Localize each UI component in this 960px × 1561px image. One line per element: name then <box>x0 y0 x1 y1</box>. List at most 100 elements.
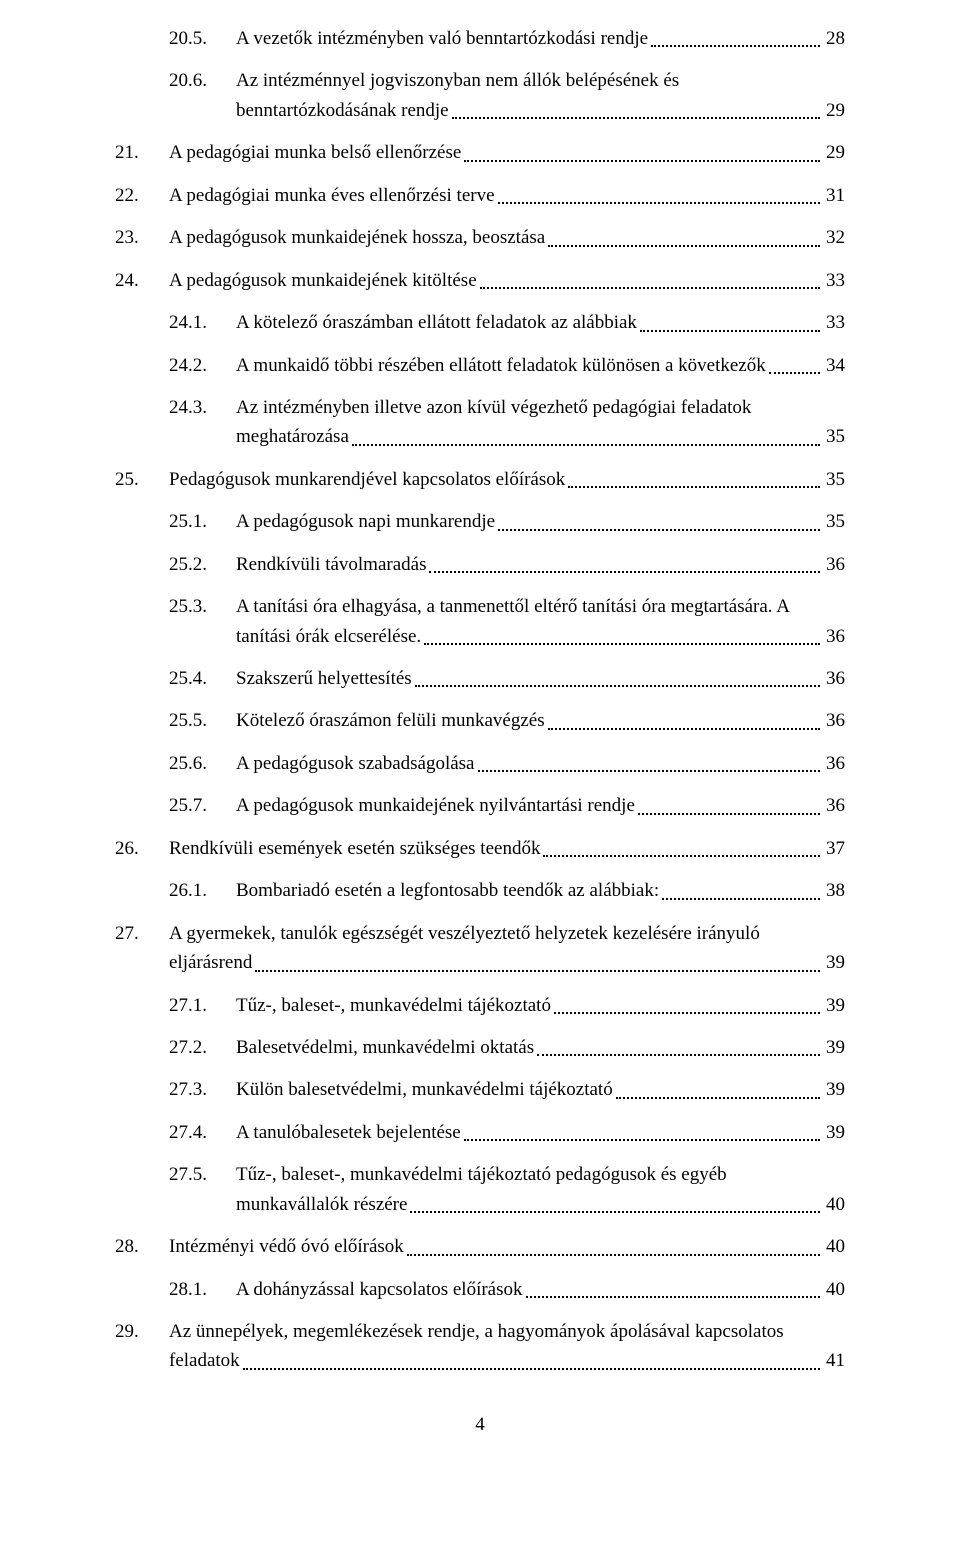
toc-number: 27.3. <box>169 1075 236 1104</box>
toc-leader-dots <box>452 117 820 119</box>
toc-entry: 24.2.A munkaidő többi részében ellátott … <box>115 351 845 380</box>
toc-page-number: 40 <box>826 1232 845 1261</box>
toc-page-number: 35 <box>826 507 845 536</box>
toc-page-number: 34 <box>826 351 845 380</box>
toc-title: A pedagógusok napi munkarendje <box>236 507 495 536</box>
toc-title: Szakszerű helyettesítés <box>236 664 412 693</box>
toc-leader-dots <box>526 1296 820 1298</box>
toc-number: 27.2. <box>169 1033 236 1062</box>
toc-title-cont: benntartózkodásának rendje <box>236 96 449 125</box>
toc-number: 20.5. <box>169 24 236 53</box>
toc-leader-dots <box>478 770 821 772</box>
toc-title: Kötelező óraszámon felüli munkavégzés <box>236 706 545 735</box>
toc-title: A pedagógusok munkaidejének kitöltése <box>169 266 477 295</box>
toc-entry: 27.2.Balesetvédelmi, munkavédelmi oktatá… <box>115 1033 845 1062</box>
toc-page-number: 39 <box>826 1118 845 1147</box>
toc-page-number: 31 <box>826 181 845 210</box>
table-of-contents: 20.5.A vezetők intézményben való benntar… <box>115 24 845 1376</box>
toc-page-number: 38 <box>826 876 845 905</box>
toc-number: 25. <box>115 465 169 494</box>
toc-leader-dots <box>464 1139 820 1141</box>
toc-entry: 29.Az ünnepélyek, megemlékezések rendje,… <box>115 1317 845 1376</box>
toc-number: 25.1. <box>169 507 236 536</box>
toc-entry: 24.3.Az intézményben illetve azon kívül … <box>115 393 845 452</box>
toc-leader-dots <box>651 45 820 47</box>
toc-title: A pedagógusok munkaidejének hossza, beos… <box>169 223 545 252</box>
toc-entry: 24.1.A kötelező óraszámban ellátott fela… <box>115 308 845 337</box>
toc-number: 25.2. <box>169 550 236 579</box>
toc-entry: 25.Pedagógusok munkarendjével kapcsolato… <box>115 465 845 494</box>
toc-entry: 20.5.A vezetők intézményben való benntar… <box>115 24 845 53</box>
toc-title: Intézményi védő óvó előírások <box>169 1232 404 1261</box>
toc-page-number: 36 <box>826 550 845 579</box>
toc-title: Tűz-, baleset-, munkavédelmi tájékoztató… <box>236 1160 727 1189</box>
toc-title: Az ünnepélyek, megemlékezések rendje, a … <box>169 1317 784 1346</box>
toc-page-number: 36 <box>826 622 845 651</box>
toc-entry: 22.A pedagógiai munka éves ellenőrzési t… <box>115 181 845 210</box>
toc-leader-dots <box>424 643 820 645</box>
toc-leader-dots <box>243 1368 820 1370</box>
toc-leader-dots <box>498 529 820 531</box>
toc-entry: 20.6.Az intézménnyel jogviszonyban nem á… <box>115 66 845 125</box>
toc-number: 27. <box>115 919 169 948</box>
toc-title-cont: munkavállalók részére <box>236 1190 407 1219</box>
toc-leader-dots <box>662 898 820 900</box>
toc-page-number: 39 <box>826 1033 845 1062</box>
toc-number: 27.5. <box>169 1160 236 1189</box>
toc-leader-dots <box>548 728 820 730</box>
toc-title: Balesetvédelmi, munkavédelmi oktatás <box>236 1033 534 1062</box>
toc-title: A pedagógusok szabadságolása <box>236 749 475 778</box>
page-number: 4 <box>115 1410 845 1439</box>
toc-leader-dots <box>415 685 820 687</box>
toc-number: 25.4. <box>169 664 236 693</box>
toc-number: 24.1. <box>169 308 236 337</box>
toc-number: 27.1. <box>169 991 236 1020</box>
toc-page-number: 39 <box>826 948 845 977</box>
toc-page-number: 41 <box>826 1346 845 1375</box>
toc-page-number: 40 <box>826 1275 845 1304</box>
toc-page-number: 36 <box>826 791 845 820</box>
toc-entry: 26.Rendkívüli események esetén szükséges… <box>115 834 845 863</box>
toc-title: Az intézményben illetve azon kívül végez… <box>236 393 751 422</box>
toc-title: A gyermekek, tanulók egészségét veszélye… <box>169 919 760 948</box>
toc-leader-dots <box>407 1254 820 1256</box>
toc-title: Külön balesetvédelmi, munkavédelmi tájék… <box>236 1075 613 1104</box>
toc-number: 29. <box>115 1317 169 1346</box>
toc-title: Az intézménnyel jogviszonyban nem állók … <box>236 66 679 95</box>
toc-number: 22. <box>115 181 169 210</box>
toc-title-cont: tanítási órák elcserélése. <box>236 622 421 651</box>
toc-title: A vezetők intézményben való benntartózko… <box>236 24 648 53</box>
toc-leader-dots <box>464 160 820 162</box>
toc-page-number: 33 <box>826 308 845 337</box>
toc-entry: 21.A pedagógiai munka belső ellenőrzése2… <box>115 138 845 167</box>
toc-title: A kötelező óraszámban ellátott feladatok… <box>236 308 637 337</box>
toc-entry: 25.1.A pedagógusok napi munkarendje 35 <box>115 507 845 536</box>
toc-page-number: 33 <box>826 266 845 295</box>
toc-page-number: 39 <box>826 991 845 1020</box>
toc-entry: 25.3.A tanítási óra elhagyása, a tanmene… <box>115 592 845 651</box>
toc-number: 21. <box>115 138 169 167</box>
toc-title: Bombariadó esetén a legfontosabb teendők… <box>236 876 659 905</box>
toc-entry: 24.A pedagógusok munkaidejének kitöltése… <box>115 266 845 295</box>
toc-number: 23. <box>115 223 169 252</box>
toc-title: A pedagógusok munkaidejének nyilvántartá… <box>236 791 635 820</box>
toc-number: 25.5. <box>169 706 236 735</box>
toc-entry: 27.A gyermekek, tanulók egészségét veszé… <box>115 919 845 978</box>
toc-page-number: 28 <box>826 24 845 53</box>
toc-leader-dots <box>554 1012 820 1014</box>
toc-number: 28. <box>115 1232 169 1261</box>
toc-entry: 25.6.A pedagógusok szabadságolása36 <box>115 749 845 778</box>
toc-leader-dots <box>640 330 820 332</box>
toc-title-cont: eljárásrend <box>169 948 252 977</box>
toc-page-number: 40 <box>826 1190 845 1219</box>
toc-page-number: 36 <box>826 706 845 735</box>
toc-entry: 25.5.Kötelező óraszámon felüli munkavégz… <box>115 706 845 735</box>
toc-entry: 26.1.Bombariadó esetén a legfontosabb te… <box>115 876 845 905</box>
toc-title: Rendkívüli távolmaradás <box>236 550 426 579</box>
toc-title: A pedagógiai munka belső ellenőrzése <box>169 138 461 167</box>
toc-entry: 27.3.Külön balesetvédelmi, munkavédelmi … <box>115 1075 845 1104</box>
toc-leader-dots <box>429 571 820 573</box>
toc-title: Pedagógusok munkarendjével kapcsolatos e… <box>169 465 565 494</box>
toc-leader-dots <box>410 1211 820 1213</box>
toc-entry: 25.7.A pedagógusok munkaidejének nyilván… <box>115 791 845 820</box>
